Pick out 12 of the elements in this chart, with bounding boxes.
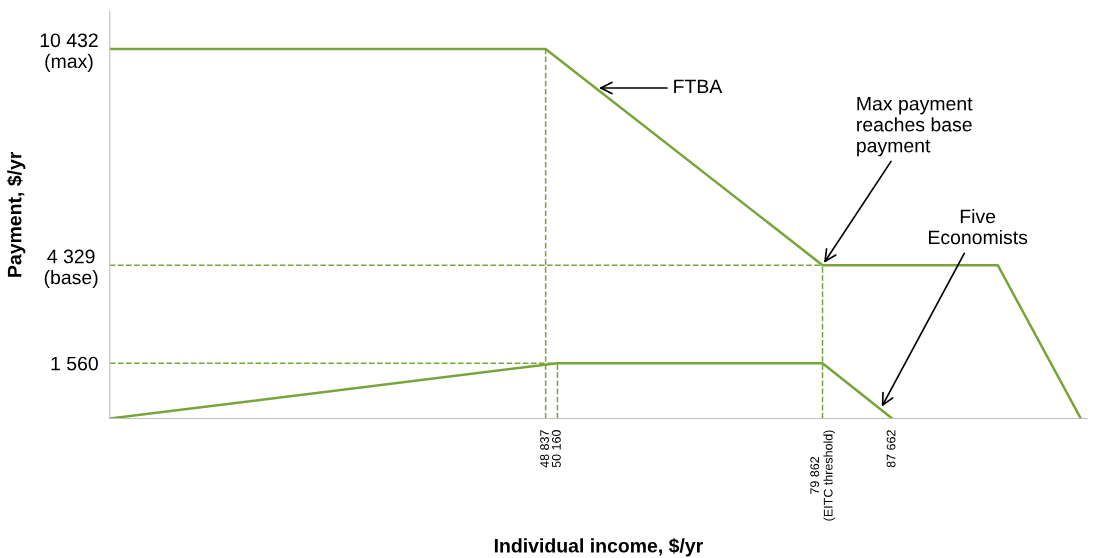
x-tick-label: 87 662 — [886, 430, 896, 468]
x-axis-title: Individual income, $/yr — [494, 537, 703, 557]
y-tick-label: 4 329 (base) — [44, 249, 98, 289]
y-tick-label: 1 560 — [51, 356, 98, 371]
annotation: FTBA — [674, 79, 723, 94]
y-tick-label: 10 432 (max) — [40, 33, 98, 72]
x-tick-label: 79 862 (EITC threshold) — [810, 430, 836, 521]
x-tick-label: 50 160 — [551, 430, 561, 468]
x-tick-label: 48 837 — [540, 430, 549, 468]
y-axis-title: Payment, $/yr — [6, 151, 26, 277]
annotation: Five Economists — [928, 209, 1028, 245]
annotation: Max payment reaches base payment — [857, 96, 973, 157]
